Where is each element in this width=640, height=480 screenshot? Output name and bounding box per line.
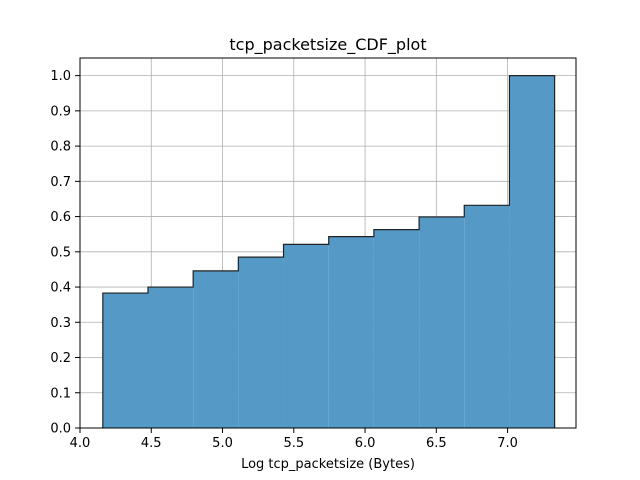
cdf-bar [102,293,148,428]
x-axis-label: Log tcp_packetsize (Bytes) [241,457,415,472]
y-tick-label: 0.2 [50,351,71,366]
cdf-bar [147,287,194,428]
cdf-bar [464,205,510,428]
y-tick-label: 0.8 [50,140,71,155]
x-tick-label: 5.5 [283,436,304,451]
y-tick-label: 0.6 [50,210,71,225]
axis-ticks: 4.0 4.5 5.0 5.5 6.0 6.5 7.0 0.0 0.1 0.2 0.3 0.4 0.5 0… [50,69,518,451]
cdf-bar [373,229,420,428]
plot-frame [79,57,577,429]
x-tick-label: 4.0 [70,436,91,451]
x-tick-label: 6.0 [355,436,376,451]
cdf-step-outline [102,75,556,428]
x-tick-label: 4.5 [141,436,162,451]
x-tick-label: 6.5 [426,436,447,451]
y-tick-label: 0.9 [50,104,71,119]
y-tick-label: 0.7 [50,175,71,190]
cdf-bar [283,244,329,428]
y-tick-label: 0.5 [50,245,71,260]
cdf-bar [193,270,239,428]
histogram-bars [102,75,556,428]
x-tick-label: 7.0 [497,436,518,451]
x-tick-label: 5.0 [212,436,233,451]
y-tick-label: 0.4 [50,281,71,296]
chart-title: tcp_packetsize_CDF_plot [229,35,426,55]
y-tick-label: 0.1 [50,386,71,401]
y-tick-label: 0.0 [50,422,71,437]
cdf-bar [419,216,465,428]
cdf-bar [509,75,555,428]
y-tick-label: 0.3 [50,316,71,331]
cdf-bar [238,257,284,428]
cdf-bar [328,236,374,428]
y-tick-label: 1.0 [50,69,71,84]
